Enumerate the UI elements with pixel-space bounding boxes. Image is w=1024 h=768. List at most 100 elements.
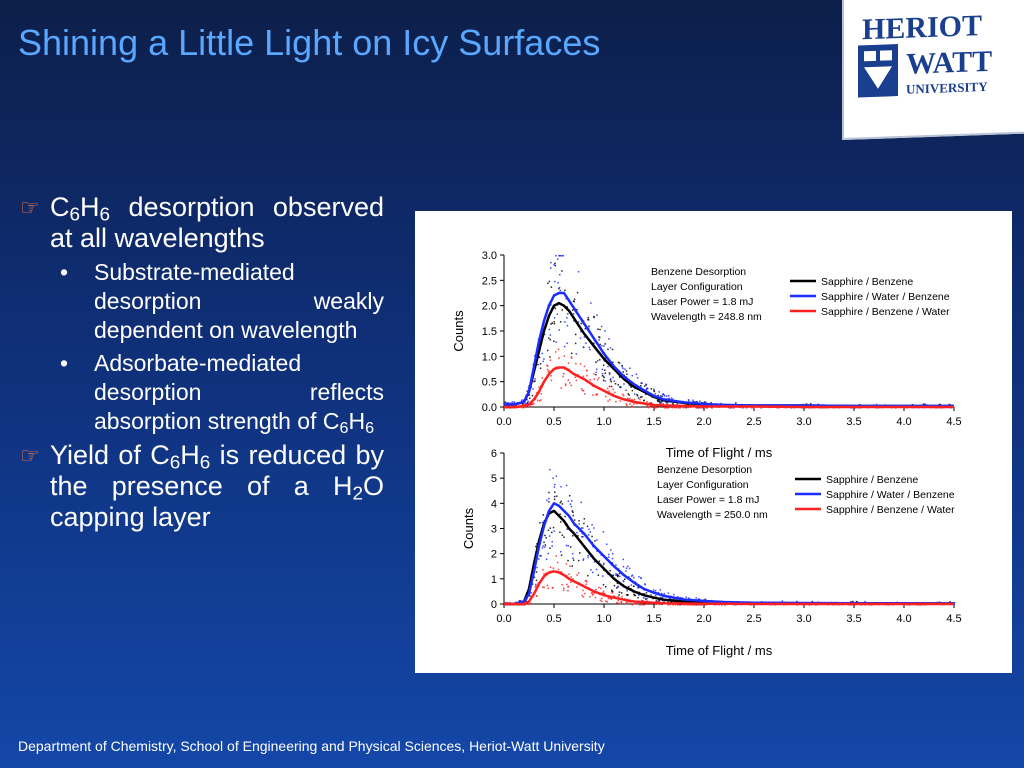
data-point [666,407,668,409]
x-tick-label: 3.0 [796,416,811,428]
data-point [633,403,635,405]
x-tick-label: 3.5 [846,416,861,428]
data-point [571,510,574,512]
data-point [598,586,600,589]
data-point [587,316,590,319]
data-point [607,597,610,600]
data-point [557,258,559,260]
data-point [642,599,644,602]
x-tick-label: 1.5 [646,416,661,428]
data-point [581,594,583,597]
bullet-2-post: capping layer [50,502,211,532]
data-point [628,384,630,386]
data-point [548,491,550,494]
data-point [559,521,562,523]
data-point [627,594,629,596]
data-point [657,400,659,402]
data-point [529,602,532,605]
data-point [510,402,512,404]
data-point [542,514,545,516]
bullet-list: ☞ C6H6 desorption observed at all wavele… [20,192,384,537]
data-point [617,361,620,364]
data-point [563,536,565,538]
data-point [553,498,556,501]
data-point [609,379,612,381]
data-point [541,547,544,549]
data-point [654,393,657,395]
data-point [554,483,556,486]
y-axis-label: Counts [451,310,466,352]
sub-bullet-2-text: Adsorbate-mediated desorption reflects a… [94,350,384,434]
data-point [604,369,606,371]
y-tick-label: 2.5 [482,275,497,287]
data-point [534,380,536,382]
data-point [554,307,557,310]
data-point [671,407,674,409]
data-point [602,592,605,594]
data-point [638,576,640,578]
data-point [662,402,664,405]
data-point [560,551,562,553]
data-point [601,372,604,375]
data-point [633,398,636,401]
data-point [558,357,560,359]
data-point [636,394,639,397]
data-point [558,329,561,331]
data-point [809,403,812,405]
data-point [539,367,542,370]
bullet-dot-icon: • [60,259,69,285]
data-point [603,360,605,362]
data-point [617,574,619,577]
data-point [549,547,551,549]
data-point [562,255,565,257]
data-point [577,572,580,574]
data-point [604,343,606,345]
data-point [570,505,573,508]
data-point [695,401,698,403]
data-point [609,347,612,349]
data-point [589,531,592,533]
data-point [673,593,675,596]
data-point [558,287,560,290]
data-point [598,377,600,379]
data-point [620,386,622,388]
data-point [565,544,568,547]
data-point [574,342,577,345]
data-point [554,280,556,283]
data-point [580,388,583,390]
data-point [650,603,653,606]
data-point [578,520,580,522]
data-point [663,394,665,396]
data-point [662,393,664,396]
data-point [924,403,926,405]
data-point [531,583,534,585]
data-point [569,546,572,548]
data-point [571,565,573,567]
data-point [695,597,697,599]
x-tick-label: 0.5 [546,416,561,428]
data-point [533,354,536,357]
y-tick-label: 0 [491,599,497,611]
data-point [577,270,580,273]
data-point [609,398,611,401]
x-tick-label: 4.0 [896,613,911,625]
data-point [645,387,648,390]
data-point [669,604,671,606]
data-point [607,400,609,402]
data-point [645,598,647,601]
data-point [796,600,798,603]
data-point [623,383,625,385]
data-point [559,513,561,515]
data-point [548,337,550,339]
data-point [561,583,563,586]
data-point [675,406,678,409]
data-point [565,563,568,565]
data-point [612,361,614,364]
data-point [586,580,588,583]
data-point [593,527,595,529]
y-tick-label: 5 [491,473,497,485]
data-point [657,395,659,397]
data-point [598,336,601,339]
data-point [608,390,610,392]
data-point [577,535,579,537]
